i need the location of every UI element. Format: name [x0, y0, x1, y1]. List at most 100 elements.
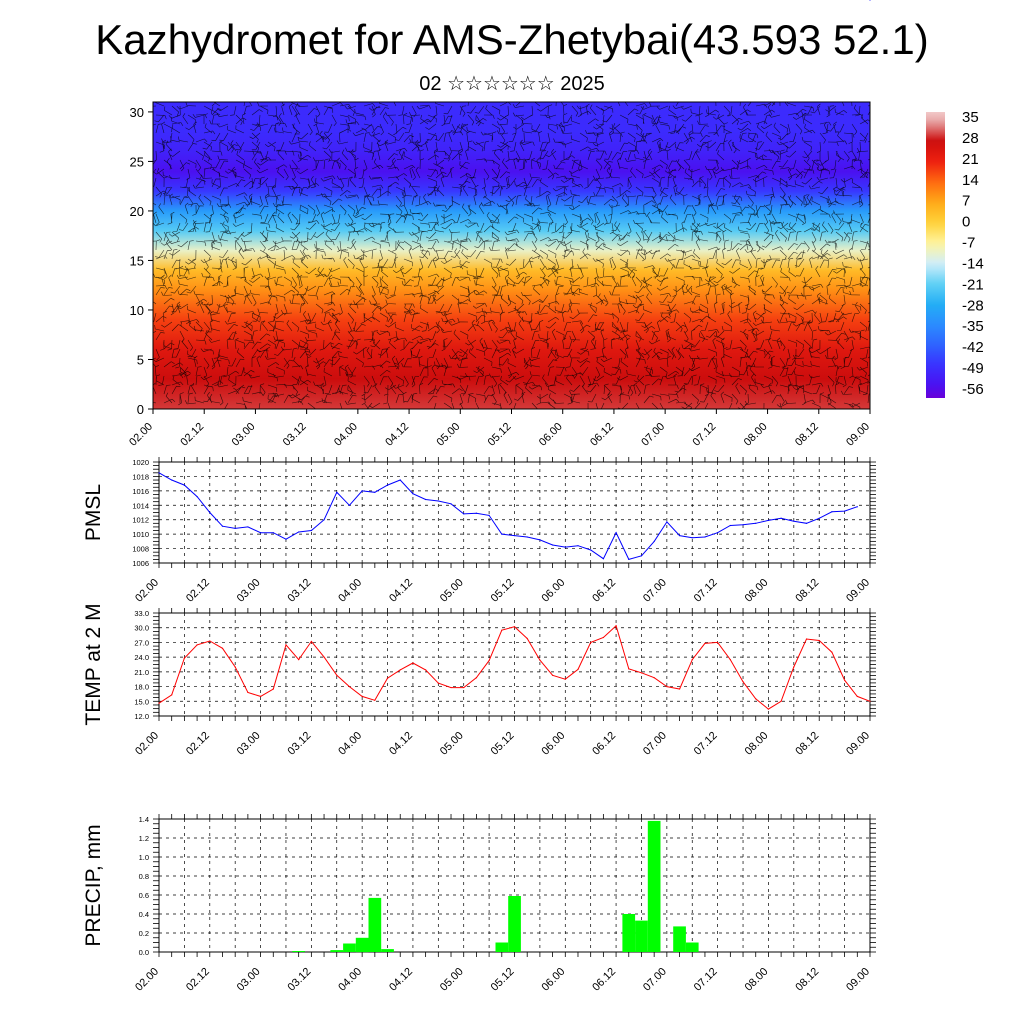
precip-bar — [685, 942, 699, 952]
precip-ytick-label: 1.2 — [139, 834, 149, 843]
precip-ytick-label: 1.4 — [139, 815, 149, 824]
pmsl-point — [513, 534, 516, 537]
pmsl-point — [234, 527, 236, 529]
precip-xtick-label: 02.12 — [184, 966, 212, 994]
temp-point — [234, 666, 236, 668]
pmsl-point — [564, 546, 566, 548]
pmsl-xtick-label: 08.00 — [743, 577, 771, 605]
temp-point — [361, 695, 363, 697]
temp-point — [412, 662, 414, 664]
pmsl-point — [615, 532, 617, 534]
temp-xtick-label: 09.00 — [844, 730, 872, 758]
temp-point — [158, 702, 160, 704]
precip-bar — [355, 937, 369, 953]
precip-bar — [673, 926, 686, 952]
temp-point — [463, 686, 465, 689]
temp-point — [590, 641, 592, 644]
temp-point — [831, 651, 833, 653]
temp-ylabel: TEMP at 2 M — [82, 603, 105, 725]
precip-bar — [381, 949, 394, 952]
pmsl-ytick-label: 1016 — [132, 487, 149, 496]
xs-xtick-label: 08.12 — [793, 421, 821, 449]
xs-xtick-label: 06.12 — [588, 421, 616, 449]
pmsl-point — [742, 524, 744, 526]
temp-point — [678, 688, 681, 690]
pmsl-point — [463, 513, 465, 515]
pmsl-xtick-label: 06.00 — [539, 577, 567, 605]
precip-xtick-label: 08.00 — [743, 966, 771, 994]
pmsl-point — [171, 479, 173, 481]
temp-ytick-label: 33.0 — [134, 609, 149, 618]
pmsl-point — [526, 536, 528, 538]
temp-xtick-label: 07.12 — [692, 730, 720, 758]
temp-minor-ticks — [153, 608, 876, 721]
pmsl-point — [590, 549, 592, 551]
cross-section-panel: 0 5 10 15 20 25 30 02.00 02.12 03.00 03.12 04.00 04.… — [127, 101, 872, 449]
colorbar-label: 7 — [962, 193, 970, 210]
pmsl-point — [412, 493, 414, 495]
pmsl-xtick-label: 04.00 — [336, 577, 364, 605]
xs-xtick-label: 04.00 — [332, 421, 360, 449]
temp-point — [310, 640, 312, 643]
pmsl-point — [386, 484, 389, 486]
pmsl-ytick-label: 1012 — [132, 516, 149, 525]
colorbar-label: -28 — [962, 297, 984, 314]
temp-point — [513, 626, 516, 628]
xs-xtick-label: 09.00 — [844, 421, 872, 449]
pmsl-point — [374, 491, 376, 493]
pmsl-xtick-label: 03.12 — [286, 577, 314, 605]
precip-xtick-label: 04.12 — [387, 966, 415, 994]
pmsl-point — [577, 545, 579, 547]
pmsl-xtick-label: 02.12 — [184, 577, 212, 605]
colorbar-label: -21 — [962, 276, 984, 293]
pmsl-point — [805, 522, 808, 524]
colorbar-label: -14 — [962, 255, 984, 272]
pmsl-point — [729, 524, 731, 527]
pmsl-point — [221, 525, 224, 527]
temp-point — [247, 691, 249, 694]
pmsl-point — [755, 522, 757, 524]
temp-point — [196, 644, 198, 646]
temp-point — [272, 688, 274, 690]
precip-ylabel: PRECIP, mm — [82, 824, 105, 946]
colorbar-label: -35 — [962, 318, 984, 335]
temp-xtick-label: 08.00 — [743, 730, 771, 758]
temp-xtick-label: 03.00 — [235, 730, 263, 758]
colorbar-label: -49 — [962, 360, 984, 377]
precip-bar — [622, 914, 636, 952]
temp-point — [844, 679, 846, 681]
pmsl-point — [844, 510, 846, 512]
pmsl-ytick-label: 1008 — [132, 545, 149, 554]
temp-point — [348, 685, 351, 688]
temp-xtick-label: 08.12 — [793, 730, 821, 758]
colorbar-label: 35 — [962, 109, 979, 126]
temp-point — [259, 695, 262, 697]
xs-xtick-label: 08.00 — [742, 421, 770, 449]
temp-ytick-label: 27.0 — [134, 638, 149, 647]
colorbar-label: -7 — [962, 235, 975, 252]
precip-xtick-label: 05.12 — [489, 966, 517, 994]
precip-ytick-label: 0.2 — [139, 929, 149, 938]
temp-line — [158, 624, 871, 710]
temp-ytick-label: 21.0 — [134, 668, 149, 677]
precip-xtick-label: 02.00 — [133, 966, 161, 994]
temperature-field — [153, 102, 870, 409]
pmsl-point — [298, 531, 300, 533]
colorbar-label: 14 — [962, 172, 979, 189]
pmsl-xtick-label: 05.12 — [489, 577, 517, 605]
colorbar-label: 28 — [962, 130, 979, 147]
xs-xtick-label: 07.12 — [691, 421, 719, 449]
xs-ytick-label: 25 — [130, 154, 144, 169]
xs-ytick-label: 15 — [130, 253, 144, 268]
pmsl-xtick-label: 07.00 — [641, 577, 669, 605]
xs-xtick-label: 02.00 — [127, 421, 155, 449]
wind-barbs — [153, 102, 870, 409]
temp-point — [742, 681, 744, 683]
temp-point — [183, 657, 185, 659]
temp-point — [209, 640, 211, 642]
precip-xtick-label: 08.12 — [793, 966, 821, 994]
colorbar-label: 0 — [962, 214, 970, 231]
precip-bar — [292, 951, 305, 952]
wind-barb-lines — [153, 102, 870, 409]
pmsl-point — [310, 529, 312, 532]
